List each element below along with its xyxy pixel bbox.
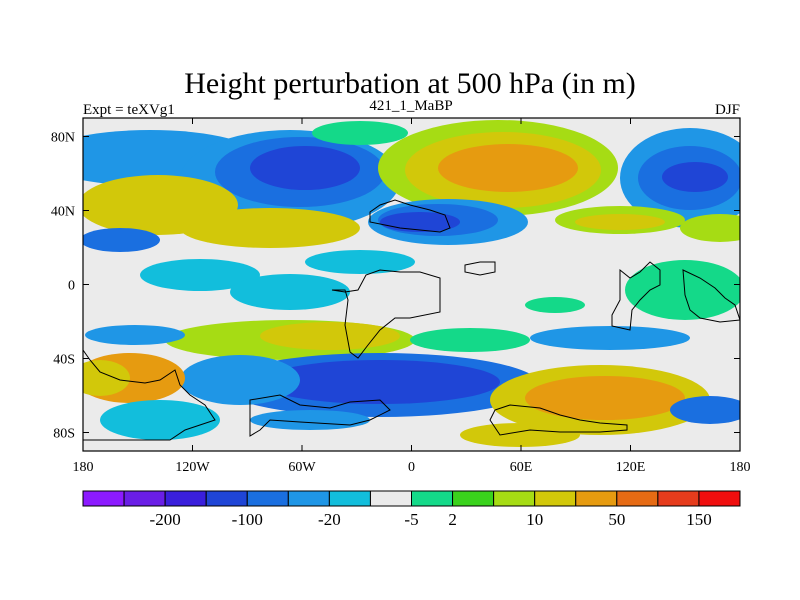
north-america-low-core — [250, 146, 360, 190]
x-tick-label: 60E — [510, 460, 533, 475]
colorbar-box — [369, 490, 412, 507]
antarctica-outline — [249, 394, 391, 437]
asia-outline — [611, 261, 661, 331]
tropical-green-east — [625, 260, 740, 320]
colorbar-box — [616, 490, 659, 507]
colorbar-box — [328, 490, 371, 507]
continent-outlines — [83, 199, 740, 441]
x-tick-label: 120E — [616, 460, 646, 475]
pacific-coast-outline — [682, 269, 740, 323]
tropical-cyan-east — [305, 250, 415, 274]
colorbar-label: -20 — [318, 510, 341, 529]
center-label: 421_1_MaBP — [369, 98, 452, 114]
colorbar-box — [575, 490, 618, 507]
subtropic-blue-west — [83, 228, 160, 252]
colorbar-box — [164, 490, 207, 507]
x-tick-label: 0 — [408, 460, 415, 475]
sh-blue-dateline — [670, 396, 740, 424]
southern-low-west — [180, 355, 300, 405]
colorbar-box — [123, 490, 166, 507]
asia-low-core — [380, 212, 460, 232]
indian-green — [525, 297, 585, 313]
colorbar-label: 2 — [448, 510, 457, 529]
sea-outline — [464, 261, 496, 276]
colorbar: -200 -100 -20 -5 2 10 50 150 — [82, 490, 741, 529]
colorbar-box — [411, 490, 454, 507]
tropical-cyan-west — [140, 259, 260, 291]
atlantic-high-core — [438, 144, 578, 192]
colorbar-box — [82, 490, 125, 507]
australia-outline — [489, 404, 628, 436]
y-tick-label: 40S — [53, 353, 75, 368]
colorbar-box — [452, 490, 495, 507]
south-pacific-high-edge — [83, 360, 130, 396]
colorbar-box — [657, 490, 700, 507]
x-tick-label: 180 — [73, 460, 94, 475]
europe-outline — [369, 199, 451, 233]
arctic-green — [312, 121, 408, 145]
colorbar-box — [287, 490, 330, 507]
colorbar-label: -100 — [232, 510, 263, 529]
colorbar-label: -5 — [404, 510, 418, 529]
y-tick-label: 80S — [53, 427, 75, 442]
indian-ocean-high-core — [525, 376, 685, 420]
y-tick-label: 0 — [68, 279, 75, 294]
colorbar-box — [493, 490, 536, 507]
colorbar-label: 10 — [526, 510, 543, 529]
antarctic-blue — [250, 410, 370, 430]
pacific-high-tail — [180, 208, 360, 248]
pacific-low-core — [662, 162, 728, 192]
antarctic-cyan-west — [100, 400, 220, 440]
south-america-outline — [83, 349, 216, 441]
x-tick-label: 180 — [730, 460, 751, 475]
antarctic-high — [460, 423, 580, 447]
x-tick-label: 60W — [288, 460, 316, 475]
east-asia-high-core — [575, 214, 665, 230]
tropical-cyan-center — [230, 274, 350, 310]
height-perturbation-field — [83, 118, 740, 451]
chart-title: Height perturbation at 500 hPa (in m) — [184, 67, 636, 100]
sh-green-center — [410, 328, 530, 352]
colorbar-label: 150 — [686, 510, 712, 529]
y-tick-label: 80N — [51, 131, 75, 146]
colorbar-box — [534, 490, 577, 507]
x-tick-label: 120W — [175, 460, 210, 475]
axes: 180 120W 60W 0 60E 120E 180 80N 40N 0 40S 80S — [51, 118, 751, 475]
colorbar-label: -200 — [150, 510, 181, 529]
colorbar-box — [698, 490, 741, 507]
sh-blue-east — [530, 326, 690, 350]
y-tick-label: 40N — [51, 205, 75, 220]
sh-subtropic-high-core — [260, 322, 400, 350]
dateline-high — [680, 214, 740, 242]
right-label: DJF — [715, 102, 740, 118]
southern-low-core — [260, 360, 500, 404]
sh-blue-west — [85, 325, 185, 345]
africa-outline — [331, 269, 441, 359]
colorbar-label: 50 — [608, 510, 625, 529]
left-label: Expt = teXVg1 — [83, 102, 175, 118]
colorbar-box — [246, 490, 289, 507]
colorbar-box — [205, 490, 248, 507]
